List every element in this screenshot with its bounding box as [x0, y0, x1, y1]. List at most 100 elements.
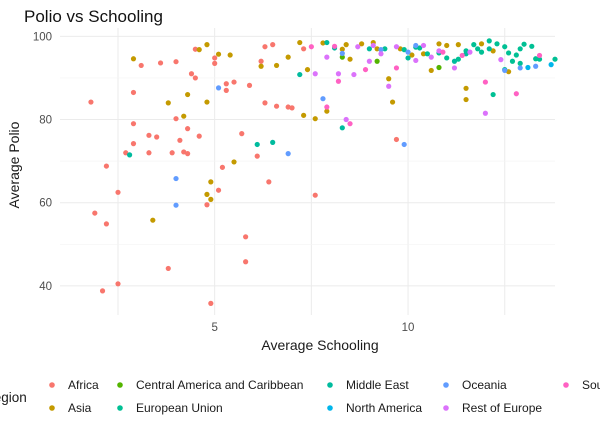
point-asia — [297, 39, 303, 46]
legend-key-central-america-and-caribbean — [117, 382, 123, 388]
legend-label-oceania: Oceania — [462, 378, 507, 392]
legend-key-oceania — [443, 382, 449, 388]
point-asia — [347, 56, 353, 62]
point-africa — [123, 150, 129, 156]
point-middle-east — [270, 139, 276, 145]
point-asia — [258, 63, 264, 69]
point-africa — [130, 121, 137, 127]
point-africa — [88, 99, 94, 105]
point-africa — [223, 81, 229, 87]
point-central-america-and-caribbean — [436, 64, 442, 71]
point-middle-east — [366, 46, 372, 52]
point-oceania — [405, 49, 411, 55]
legend-label-rest-of-europe: Rest of Europe — [462, 401, 542, 415]
point-south-america — [324, 104, 330, 110]
point-asia — [389, 99, 396, 105]
point-africa — [262, 100, 268, 106]
legend-key-south-america — [563, 382, 569, 388]
axis-ticks: 5 10 40 60 80 100 — [33, 31, 415, 334]
point-africa — [196, 133, 202, 139]
point-asia — [196, 47, 202, 53]
point-european-union — [502, 44, 508, 50]
point-rest-of-europe — [393, 44, 400, 50]
point-asia — [324, 108, 330, 114]
point-asia — [463, 85, 469, 91]
point-south-america — [308, 44, 314, 50]
legend-key-north-america — [327, 405, 333, 411]
point-africa — [243, 234, 249, 240]
point-european-union — [505, 50, 512, 56]
point-rest-of-europe — [343, 116, 349, 123]
point-africa — [188, 71, 195, 77]
point-oceania — [517, 65, 523, 71]
point-asia — [165, 100, 171, 106]
y-tick-label: 100 — [33, 31, 52, 43]
point-asia — [204, 42, 210, 48]
point-africa — [285, 104, 291, 110]
point-european-union — [513, 52, 519, 58]
point-africa — [301, 46, 307, 52]
point-north-america — [548, 62, 554, 68]
point-asia — [130, 56, 137, 62]
point-africa — [239, 131, 245, 137]
point-rest-of-europe — [351, 71, 357, 78]
point-asia — [359, 41, 365, 47]
point-africa — [312, 192, 318, 198]
point-africa — [165, 265, 171, 272]
point-asia — [301, 112, 307, 118]
point-asia — [285, 54, 291, 60]
point-africa — [254, 153, 260, 159]
y-tick-label: 40 — [39, 281, 52, 293]
point-africa — [157, 60, 164, 66]
point-africa — [246, 82, 253, 88]
point-south-america — [536, 52, 543, 59]
point-asia — [231, 159, 237, 165]
legend-label-africa: Africa — [68, 378, 99, 392]
point-middle-east — [405, 55, 411, 61]
legend-key-asia — [49, 405, 55, 411]
point-asia — [420, 51, 427, 57]
point-rest-of-europe — [467, 49, 473, 55]
legend-key-africa — [49, 382, 55, 388]
point-africa — [393, 136, 400, 143]
grid — [60, 28, 555, 315]
point-rest-of-europe — [378, 51, 384, 57]
point-asia — [204, 191, 210, 197]
point-asia — [204, 99, 210, 105]
point-south-america — [347, 121, 353, 127]
point-africa — [219, 164, 226, 170]
point-africa — [103, 221, 110, 227]
point-european-union — [517, 46, 523, 52]
point-european-union — [517, 60, 523, 66]
point-africa — [262, 44, 268, 50]
point-asia — [436, 41, 442, 47]
point-european-union — [536, 56, 543, 62]
point-asia — [150, 217, 156, 223]
point-european-union — [444, 55, 450, 61]
point-middle-east — [127, 152, 133, 158]
point-oceania — [215, 85, 222, 91]
point-asia — [181, 113, 187, 119]
point-european-union — [475, 46, 481, 52]
point-oceania — [401, 141, 407, 148]
point-asia — [208, 196, 214, 202]
point-africa — [204, 202, 210, 208]
point-africa — [173, 116, 179, 122]
point-european-union — [455, 56, 461, 62]
point-asia — [444, 42, 450, 49]
point-oceania — [285, 151, 291, 157]
point-asia — [478, 41, 485, 47]
point-africa — [169, 150, 175, 156]
point-africa — [146, 132, 152, 138]
point-european-union — [490, 91, 496, 98]
point-asia — [339, 46, 345, 52]
point-middle-east — [297, 71, 303, 78]
point-africa — [223, 87, 229, 93]
point-south-america — [331, 43, 338, 49]
point-north-america — [525, 64, 531, 71]
point-asia — [215, 51, 222, 57]
point-africa — [273, 103, 280, 109]
point-oceania — [413, 42, 419, 49]
point-africa — [212, 60, 218, 66]
